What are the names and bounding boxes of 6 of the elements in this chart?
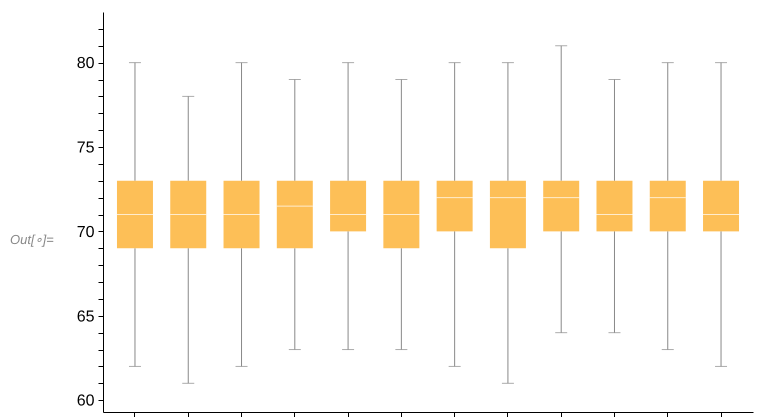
- y-tick-label: 65: [76, 308, 95, 326]
- text: Out[∘]=: [10, 232, 54, 247]
- y-tick-label: 75: [76, 140, 95, 157]
- y-tick-label: 80: [76, 55, 95, 72]
- y-tick-label: 70: [76, 224, 95, 241]
- y-tick-label: 60: [76, 392, 95, 410]
